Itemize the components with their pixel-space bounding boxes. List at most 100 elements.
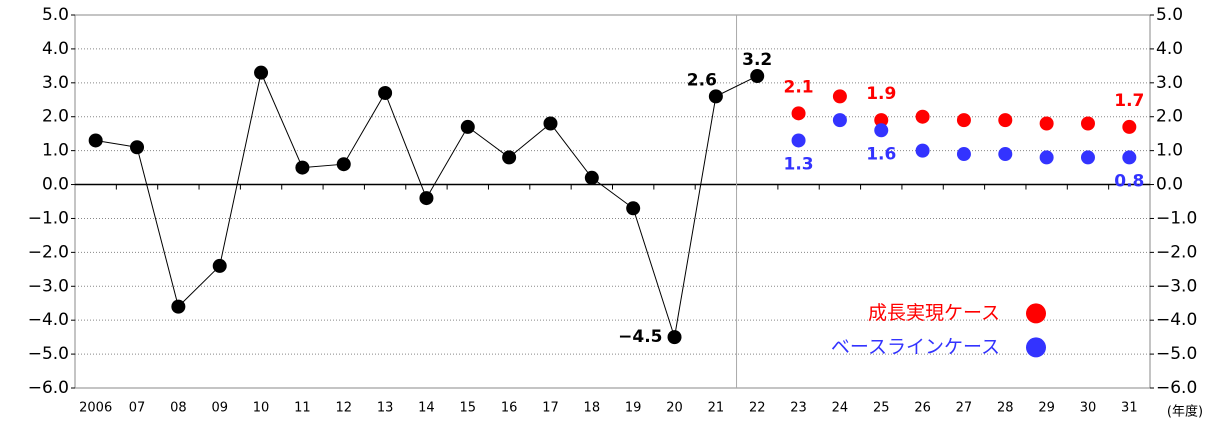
y-tick-label: 4.0: [42, 39, 69, 59]
data-label: −4.5: [618, 327, 662, 347]
data-point: [419, 191, 434, 206]
data-point: [667, 330, 682, 345]
data-point: [171, 299, 186, 314]
data-point: [998, 147, 1013, 162]
data-point: [502, 150, 517, 165]
x-tick-label: 24: [832, 401, 849, 416]
y2-tick-label: 0.0: [1156, 175, 1183, 195]
data-point: [1039, 150, 1054, 165]
y-tick-label: −3.0: [28, 276, 69, 296]
x-tick-label: 12: [335, 401, 352, 416]
data-point: [791, 133, 806, 148]
data-point: [88, 133, 103, 148]
data-point: [460, 119, 475, 134]
x-tick-label: 21: [708, 401, 725, 416]
data-point: [708, 89, 723, 104]
legend-marker: [1026, 303, 1046, 324]
y2-tick-label: −4.0: [1156, 310, 1197, 330]
x-tick-label: 07: [129, 401, 146, 416]
data-point: [254, 65, 269, 80]
data-point: [874, 113, 889, 128]
x-tick-label: 11: [294, 401, 311, 416]
x-tick-label: 08: [170, 401, 187, 416]
data-point: [130, 140, 145, 155]
data-label: 2.6: [687, 70, 717, 90]
x-tick-label: 31: [1121, 401, 1138, 416]
x-tick-label: 23: [790, 401, 807, 416]
y2-tick-label: 5.0: [1156, 5, 1183, 25]
data-label: 1.9: [866, 84, 896, 104]
y-tick-label: 5.0: [42, 5, 69, 25]
data-point: [750, 69, 765, 84]
data-point: [584, 170, 599, 185]
y2-tick-label: −2.0: [1156, 242, 1197, 262]
data-label: 1.3: [783, 154, 813, 174]
y-tick-label: −6.0: [28, 378, 69, 398]
data-point: [956, 113, 971, 128]
data-label: 1.7: [1114, 91, 1144, 111]
x-tick-label: 18: [584, 401, 601, 416]
y-tick-label: 0.0: [42, 175, 69, 195]
y-tick-label: −4.0: [28, 310, 69, 330]
y-tick-label: 2.0: [42, 107, 69, 127]
y-tick-label: 3.0: [42, 73, 69, 93]
data-point: [1080, 150, 1095, 165]
data-point: [1122, 119, 1137, 134]
y2-tick-label: −6.0: [1156, 378, 1197, 398]
data-point: [915, 143, 930, 158]
data-point: [1122, 150, 1137, 165]
x-tick-label: 25: [873, 401, 890, 416]
data-point: [998, 113, 1013, 128]
x-tick-label: 16: [501, 401, 518, 416]
y2-tick-label: 4.0: [1156, 39, 1183, 59]
x-tick-label: 28: [997, 401, 1014, 416]
x-tick-label: 14: [418, 401, 435, 416]
x-axis-label: (年度): [1167, 404, 1203, 420]
y-tick-label: −2.0: [28, 242, 69, 262]
y2-tick-label: 3.0: [1156, 73, 1183, 93]
x-tick-label: 17: [542, 401, 559, 416]
x-tick-label: 09: [211, 401, 228, 416]
x-tick-label: 27: [956, 401, 973, 416]
data-point: [336, 157, 351, 172]
data-point: [832, 113, 847, 128]
data-point: [1080, 116, 1095, 131]
x-tick-label: 22: [749, 401, 766, 416]
x-tick-label: 13: [377, 401, 394, 416]
x-tick-label: 10: [253, 401, 270, 416]
data-point: [915, 109, 930, 124]
y-tick-label: −5.0: [28, 344, 69, 364]
data-label: 2.1: [783, 77, 813, 97]
y2-tick-label: −3.0: [1156, 276, 1197, 296]
data-point: [212, 258, 227, 273]
y2-tick-label: −1.0: [1156, 208, 1197, 228]
data-point: [791, 106, 806, 121]
x-tick-label: 26: [914, 401, 931, 416]
y2-tick-label: −5.0: [1156, 344, 1197, 364]
legend-label: ベースラインケース: [831, 336, 1000, 358]
data-point: [832, 89, 847, 104]
legend-label: 成長実現ケース: [868, 302, 1000, 324]
data-point: [378, 85, 393, 100]
data-label: 0.8: [1114, 171, 1144, 191]
data-point: [874, 123, 889, 138]
data-point: [1039, 116, 1054, 131]
legend-marker: [1026, 337, 1046, 358]
data-point: [295, 160, 310, 175]
data-point: [956, 147, 971, 162]
y-tick-label: −1.0: [28, 208, 69, 228]
y2-tick-label: 2.0: [1156, 107, 1183, 127]
x-tick-label: 19: [625, 401, 642, 416]
y2-tick-label: 1.0: [1156, 141, 1183, 161]
data-label: 1.6: [866, 144, 896, 164]
x-tick-label: 20: [666, 401, 683, 416]
data-point: [543, 116, 558, 131]
data-label: 3.2: [742, 50, 772, 70]
x-tick-label: 15: [460, 401, 477, 416]
y-tick-label: 1.0: [42, 141, 69, 161]
data-point: [626, 201, 641, 216]
x-tick-label: 29: [1038, 401, 1055, 416]
plot-frame: [74, 14, 1151, 389]
x-tick-label: 2006: [79, 401, 112, 416]
